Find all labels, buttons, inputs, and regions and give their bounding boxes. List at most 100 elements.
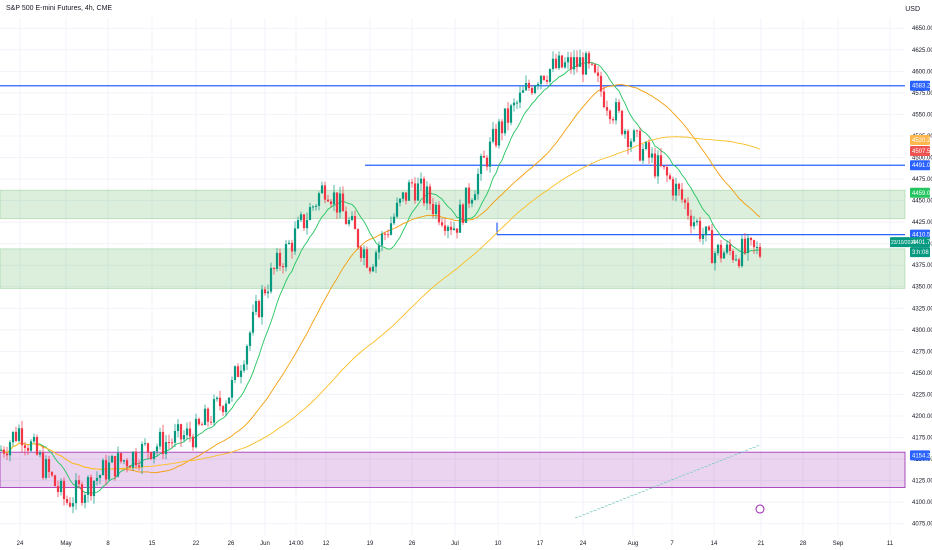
candle-body xyxy=(98,475,102,478)
candle-body xyxy=(389,223,393,235)
candle-body xyxy=(551,58,555,70)
chart-title: S&P 500 E-mini Futures, 4h, CME xyxy=(6,5,113,12)
price-tick-label: 4125.00 xyxy=(912,479,932,485)
candle-body xyxy=(641,148,645,161)
candle-body xyxy=(314,205,318,207)
candle-body xyxy=(116,453,120,477)
candle-body xyxy=(86,477,90,495)
price-label-text: 4401.75 xyxy=(912,240,932,246)
candle-body xyxy=(83,494,87,503)
candle-body xyxy=(566,57,570,63)
candle-body xyxy=(209,421,213,423)
candle-body xyxy=(404,192,408,201)
time-tick-label: May xyxy=(60,541,71,547)
candle-body xyxy=(677,183,681,190)
price-tick-label: 4300.00 xyxy=(912,328,932,334)
time-tick-label: Jun xyxy=(260,541,270,547)
candle-body xyxy=(701,235,705,239)
time-tick-label: 8 xyxy=(106,541,110,547)
candle-body xyxy=(431,203,435,215)
candle-body xyxy=(14,431,18,441)
candle-body xyxy=(224,403,228,413)
candle-body xyxy=(377,245,381,253)
candle-body xyxy=(686,202,690,216)
candle-body xyxy=(680,189,684,200)
moving-average-line xyxy=(0,61,761,494)
candle-body xyxy=(752,240,756,248)
candle-body xyxy=(545,79,549,82)
price-tick-label: 4275.00 xyxy=(912,349,932,355)
time-tick-label: 26 xyxy=(409,541,416,547)
candle-body xyxy=(581,57,585,75)
candle-body xyxy=(719,244,723,259)
price-tick-label: 4075.00 xyxy=(912,522,932,528)
candle-body xyxy=(71,503,75,507)
candle-body xyxy=(359,247,363,259)
price-tick-label: 4625.00 xyxy=(912,48,932,54)
candle-body xyxy=(332,192,336,205)
time-tick-label: 24 xyxy=(580,541,587,547)
candle-body xyxy=(320,185,324,194)
candle-body xyxy=(317,193,321,206)
candle-body xyxy=(611,119,615,121)
candle-body xyxy=(176,424,180,431)
moving-average-line xyxy=(0,84,761,474)
candle-body xyxy=(614,102,618,121)
candle-body xyxy=(23,445,27,448)
candle-body xyxy=(428,186,432,204)
candle-body xyxy=(170,442,174,444)
candle-body xyxy=(563,62,567,68)
candle-body xyxy=(290,242,294,252)
candle-body xyxy=(503,108,507,134)
candle-body xyxy=(476,173,480,195)
candle-body xyxy=(248,332,252,347)
candle-body xyxy=(32,436,36,442)
candle-body xyxy=(683,199,687,203)
candle-body xyxy=(29,441,33,451)
candle-body xyxy=(74,480,78,504)
candle-body xyxy=(599,75,603,92)
candle-body xyxy=(158,431,162,447)
candle-body xyxy=(449,226,453,231)
candle-body xyxy=(293,228,297,252)
candle-body xyxy=(515,102,519,104)
candle-body xyxy=(242,364,246,371)
candle-body xyxy=(230,380,234,398)
price-label-text: 4507.55 xyxy=(912,149,932,155)
time-tick-label: 17 xyxy=(537,541,544,547)
price-label-text: 4410.50 xyxy=(912,233,932,239)
time-tick-label: 28 xyxy=(800,541,807,547)
candle-body xyxy=(221,406,225,413)
time-tick-label: Sep xyxy=(833,541,844,547)
candle-body xyxy=(0,449,3,451)
candle-body xyxy=(80,484,84,503)
candle-body xyxy=(650,153,654,158)
candle-body xyxy=(104,460,108,480)
time-tick-label: 14:00 xyxy=(288,541,304,547)
candle-body xyxy=(386,234,390,236)
candle-body xyxy=(269,268,273,292)
candle-body xyxy=(263,289,267,294)
candle-body xyxy=(524,83,528,91)
candle-body xyxy=(509,105,513,123)
candle-body xyxy=(572,57,576,70)
candle-body xyxy=(365,249,369,268)
candle-body xyxy=(149,452,153,459)
candle-body xyxy=(188,428,192,437)
candle-body xyxy=(440,222,444,226)
candle-body xyxy=(236,366,240,377)
candle-body xyxy=(131,451,135,468)
candle-body xyxy=(512,102,516,106)
candle-body xyxy=(659,155,663,166)
price-tick-label: 4350.00 xyxy=(912,285,932,291)
candle-body xyxy=(140,444,144,467)
candle-body xyxy=(527,83,531,89)
candle-body xyxy=(161,431,165,455)
candle-body xyxy=(218,397,222,407)
candle-body xyxy=(491,128,495,142)
price-label-badge xyxy=(910,237,930,248)
candle-body xyxy=(56,486,60,492)
candle-body xyxy=(215,397,219,400)
candle-body xyxy=(233,366,237,381)
